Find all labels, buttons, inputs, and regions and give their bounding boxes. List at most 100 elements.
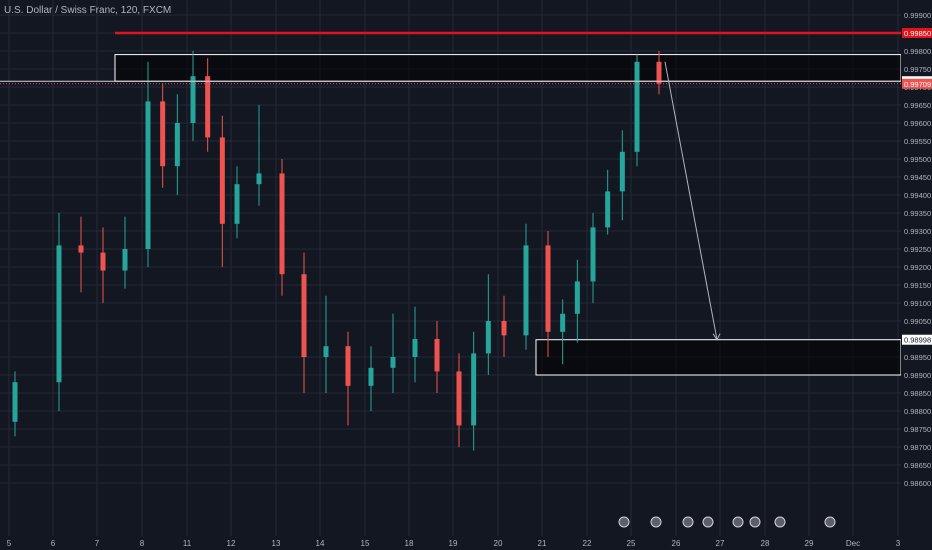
last-price-label-bg (902, 78, 932, 89)
candle-body (390, 357, 396, 368)
candle-body (471, 353, 477, 426)
price-axis[interactable]: 0.999000.998000.997500.997000.996500.996… (901, 0, 932, 550)
chart-title: U.S. Dollar / Swiss Franc, 120, FXCM (4, 5, 172, 16)
time-tick-label: 6 (51, 539, 56, 548)
event-markers (618, 516, 836, 528)
candles (12, 51, 662, 451)
event-flag-icon (824, 516, 836, 528)
candle-body (56, 245, 62, 383)
price-tick-label: 0.98600 (904, 479, 931, 488)
price-tick-label: 0.98850 (904, 389, 931, 398)
time-axis[interactable]: 5 6 7 8 11 12 13 14 15 18 19 20 21 22 25 26 27 28 29 Dec 3 (0, 536, 901, 550)
candle-body (160, 101, 166, 167)
zones (114, 54, 902, 376)
price-tick-label: 0.99450 (904, 173, 931, 182)
event-flag-icon (774, 516, 786, 528)
time-tick-label: 11 (183, 539, 192, 548)
time-tick-label: 22 (583, 539, 592, 548)
price-tick-label: 0.98700 (904, 443, 931, 452)
price-tick-label: 0.98650 (904, 461, 931, 470)
time-axis-bg (0, 536, 901, 550)
event-flag-icon (650, 516, 662, 528)
resistance-price-label: 0.99850 (904, 29, 931, 38)
price-tick-label: 0.99400 (904, 191, 931, 200)
candle-body (279, 173, 285, 275)
candle-body (301, 274, 307, 357)
candle-body (590, 227, 596, 282)
time-tick-label: 13 (272, 539, 281, 548)
price-axis-bg (901, 0, 932, 550)
price-tick-label: 0.99300 (904, 227, 931, 236)
supply-zone (114, 54, 902, 82)
candle-body (456, 371, 462, 426)
candle-body (78, 245, 84, 253)
candle-body (523, 245, 529, 336)
price-tick-label: 0.99150 (904, 281, 931, 290)
price-tick-label: 0.99350 (904, 209, 931, 218)
time-tick-label: Dec (846, 539, 860, 548)
price-tick-label: 0.98950 (904, 353, 931, 362)
event-flag-icon (749, 516, 761, 528)
candle-body (574, 281, 580, 314)
time-tick-label: 29 (805, 539, 814, 548)
time-tick-label: 19 (449, 539, 458, 548)
zone-price-label-bg (902, 334, 932, 345)
price-tick-label: 0.99100 (904, 299, 931, 308)
drawings (0, 31, 901, 341)
time-tick-label: 28 (761, 539, 770, 548)
zone-price-label: 0.98998 (904, 336, 931, 345)
resistance-price-label-bg (902, 28, 932, 38)
candle-body (205, 76, 211, 138)
price-tick-label: 0.99650 (904, 101, 931, 110)
time-tick-label: 5 (7, 539, 12, 548)
candle-body (619, 151, 625, 192)
time-tick-label: 21 (538, 539, 547, 548)
candle-body (190, 76, 196, 123)
candle-body (174, 123, 180, 167)
last-price-label: 0.99709 (904, 80, 931, 89)
candle-body (434, 339, 440, 372)
event-flag-icon (618, 516, 630, 528)
price-tick-label: 0.99500 (904, 155, 931, 164)
candle-body (256, 173, 262, 185)
candle-body (634, 61, 640, 152)
candle-body (145, 101, 151, 250)
price-tick-label: 0.98800 (904, 407, 931, 416)
candle-body (100, 252, 106, 271)
candle-body (219, 137, 225, 224)
candle-body (12, 382, 18, 422)
candle-body (368, 367, 374, 386)
event-flag-icon (732, 516, 744, 528)
price-tick-label: 0.99250 (904, 245, 931, 254)
price-tick-label: 0.98750 (904, 425, 931, 434)
time-tick-label: 12 (227, 539, 236, 548)
price-tick-label: 0.99550 (904, 137, 931, 146)
candle-body (412, 339, 418, 357)
arrow-head-icon (712, 333, 721, 341)
candle-body (485, 321, 491, 354)
price-tick-label: 0.99750 (904, 65, 931, 74)
event-flag-icon (702, 516, 714, 528)
time-tick-label: 18 (405, 539, 414, 548)
candle-body (323, 346, 329, 357)
price-tick-label: 0.99200 (904, 263, 931, 272)
time-tick-label: 20 (494, 539, 503, 548)
price-tick-label: 0.99800 (904, 47, 931, 56)
time-tick-label: 8 (140, 539, 145, 548)
time-tick-label: 7 (95, 539, 100, 548)
time-tick-label: 26 (672, 539, 681, 548)
candle-body (345, 346, 351, 386)
time-tick-label: 15 (361, 539, 370, 548)
candle-body (545, 245, 551, 332)
candle-body (122, 249, 128, 271)
price-tick-label: 0.98900 (904, 371, 931, 380)
price-tick-label: 0.99900 (904, 11, 931, 20)
demand-zone (535, 339, 902, 376)
projection-arrow (664, 61, 718, 340)
candle-body (501, 321, 507, 336)
price-tick-label: 0.99050 (904, 317, 931, 326)
candle-body (560, 313, 566, 332)
time-tick-label: 25 (627, 539, 636, 548)
candle-body (605, 191, 611, 228)
